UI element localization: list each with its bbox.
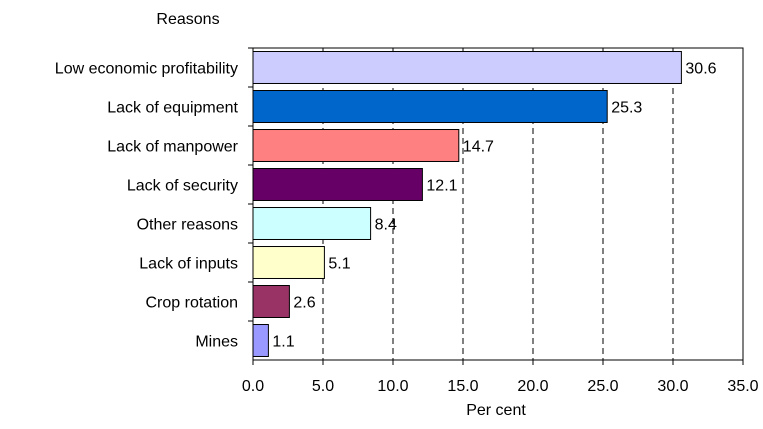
- x-tick-label: 20.0: [517, 378, 548, 395]
- bar: [252, 168, 423, 201]
- bar: [252, 207, 372, 240]
- category-label: Lack of equipment: [107, 100, 238, 117]
- bar: [252, 129, 460, 162]
- category-label: Lack of security: [127, 178, 238, 195]
- data-label: 2.6: [293, 295, 315, 312]
- bar: [252, 324, 269, 357]
- category-label: Crop rotation: [146, 295, 239, 312]
- bar: [252, 246, 325, 279]
- bar: [252, 51, 682, 84]
- x-tick-label: 35.0: [727, 378, 758, 395]
- x-tick-label: 0.0: [242, 378, 264, 395]
- category-labels: Low economic profitability Lack of equipm…: [55, 61, 239, 351]
- y-axis-title: Reasons: [156, 11, 219, 28]
- category-label: Lack of manpower: [107, 139, 238, 156]
- data-labels: 30.6 25.3 14.7 12.1 8.4 5.1 2.6 1.1: [272, 61, 716, 351]
- category-label: Mines: [195, 334, 238, 351]
- x-tick-label: 25.0: [587, 378, 618, 395]
- x-axis-title: Per cent: [466, 402, 526, 419]
- data-label: 5.1: [328, 256, 350, 273]
- x-tick-label: 10.0: [377, 378, 408, 395]
- data-label: 8.4: [375, 217, 397, 234]
- x-tick-label: 30.0: [657, 378, 688, 395]
- data-label: 12.1: [426, 178, 457, 195]
- x-tick-label: 5.0: [312, 378, 334, 395]
- x-tick-label: 15.0: [447, 378, 478, 395]
- data-label: 1.1: [272, 334, 294, 351]
- category-label: Other reasons: [137, 217, 238, 234]
- x-axis-ticks: 0.0 5.0 10.0 15.0 20.0 25.0 30.0 35.0: [242, 47, 759, 395]
- data-label: 25.3: [611, 100, 642, 117]
- category-label: Lack of inputs: [139, 256, 238, 273]
- data-label: 14.7: [463, 139, 494, 156]
- bar: [252, 90, 608, 123]
- data-label: 30.6: [685, 61, 716, 78]
- bar: [252, 285, 290, 318]
- bars: [252, 51, 682, 357]
- category-label: Low economic profitability: [55, 61, 238, 78]
